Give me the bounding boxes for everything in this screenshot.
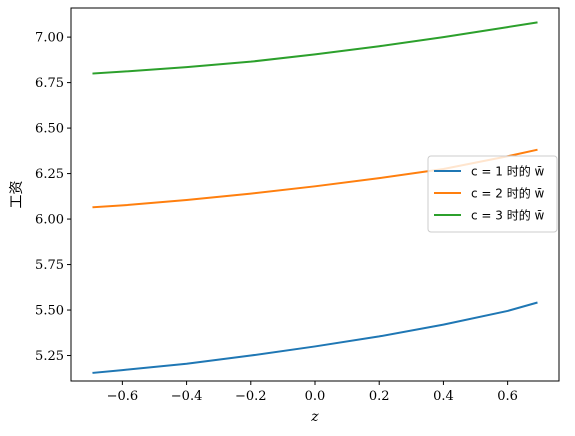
y-tick-label: 6.25	[35, 167, 64, 182]
y-axis-label: 工资	[9, 181, 25, 209]
series-line-c3	[92, 21, 538, 75]
y-tick-label: 5.25	[35, 349, 64, 364]
x-tick-label: 0.2	[369, 389, 390, 404]
legend: c = 1 时的 w̄ c = 2 时的 w̄ c = 3 时的 w̄	[427, 155, 558, 233]
legend-label: c = 1 时的 w̄	[471, 164, 545, 179]
x-tick-label: −0.2	[235, 389, 267, 404]
y-tick-label: 7.00	[35, 31, 64, 46]
y-tick-label: 5.50	[35, 304, 64, 319]
legend-box	[427, 155, 558, 233]
y-tick-label: 6.75	[35, 76, 64, 91]
x-axis-label: z	[310, 409, 319, 425]
x-tick-label: 0.6	[497, 389, 518, 404]
x-tick-label: 0.4	[433, 389, 454, 404]
series-line-c1	[92, 301, 538, 374]
legend-label: c = 2 时的 w̄	[471, 186, 545, 201]
y-tick-label: 5.75	[35, 258, 64, 273]
x-tick-label: 0.0	[305, 389, 326, 404]
ticks: −0.6 −0.4 −0.2 0.0 0.2 0.4 0.6 5.25 5.50 5.75 6.00…	[35, 31, 518, 404]
x-tick-label: −0.4	[171, 389, 203, 404]
y-tick-label: 6.50	[35, 122, 64, 137]
y-tick-label: 6.00	[35, 213, 64, 228]
x-tick-label: −0.6	[107, 389, 139, 404]
legend-label: c = 3 时的 w̄	[471, 208, 545, 223]
